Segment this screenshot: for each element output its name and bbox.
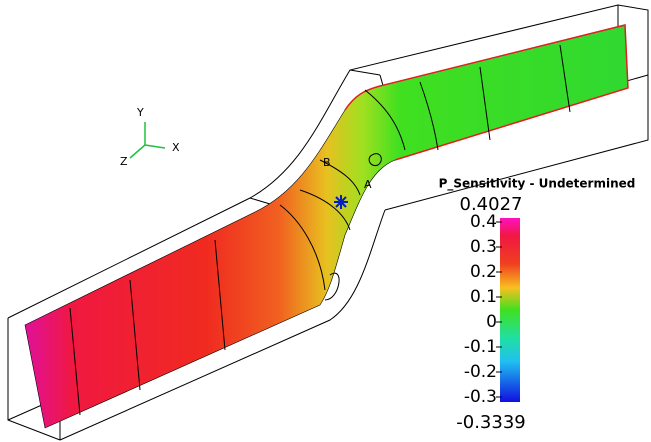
legend-title: P_Sensitivity - Undetermined bbox=[439, 177, 636, 192]
legend-tick-label: -0.2 bbox=[464, 362, 497, 382]
triad-y-label: Y bbox=[136, 106, 144, 119]
probe-marker bbox=[334, 195, 348, 209]
legend-tick-label: 0.1 bbox=[470, 287, 497, 307]
point-label: B bbox=[323, 156, 331, 169]
triad-x-axis bbox=[145, 145, 165, 148]
legend-tick-label: 0.2 bbox=[470, 262, 497, 282]
color-legend: P_Sensitivity - Undetermined 0.4027 -0.3… bbox=[439, 177, 636, 434]
triad-z-label: Z bbox=[120, 155, 128, 168]
legend-tick-label: 0 bbox=[486, 312, 497, 332]
legend-tick-label: -0.1 bbox=[464, 337, 497, 357]
point-label: A bbox=[364, 178, 372, 191]
legend-min: -0.3339 bbox=[456, 412, 525, 433]
pipe-model bbox=[8, 5, 648, 440]
legend-tick-label: -0.3 bbox=[464, 387, 497, 407]
legend-tick-label: 0.4 bbox=[470, 212, 497, 232]
legend-tick-label: 0.3 bbox=[470, 237, 497, 257]
triad-z-axis bbox=[130, 145, 145, 158]
contour-surface bbox=[25, 25, 628, 428]
triad-x-label: X bbox=[172, 141, 180, 154]
viewport: Y X Z B A P_Sensitivity - Undetermined 0… bbox=[0, 0, 651, 442]
axis-triad: Y X Z bbox=[120, 106, 180, 168]
color-bar bbox=[500, 218, 520, 402]
